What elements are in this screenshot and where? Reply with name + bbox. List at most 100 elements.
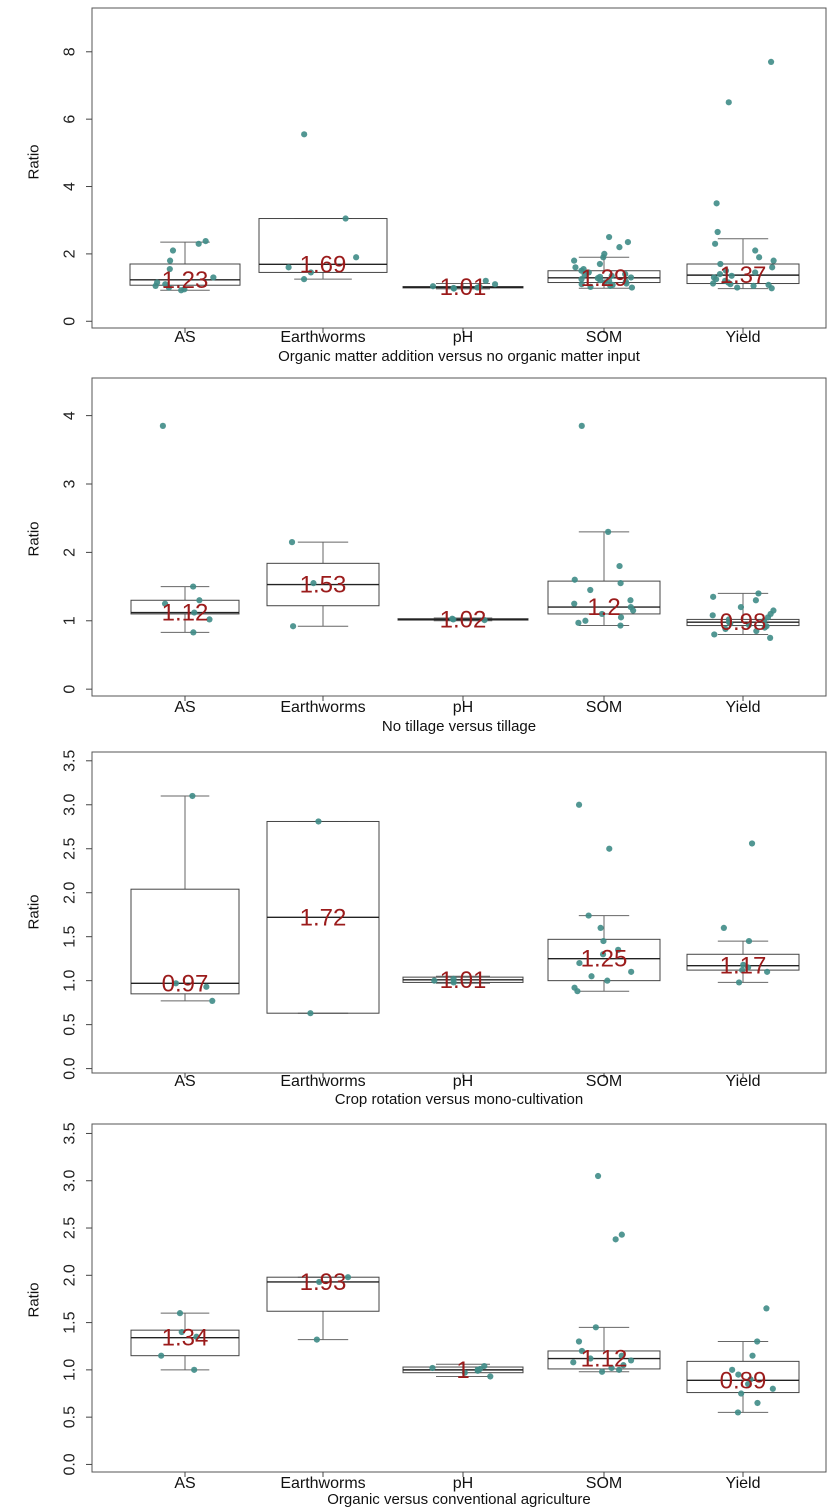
data-point bbox=[739, 967, 746, 974]
category-label: Yield bbox=[726, 1073, 761, 1090]
box-earthworms: 1.53 bbox=[266, 539, 380, 630]
data-point bbox=[315, 818, 322, 825]
data-point bbox=[476, 283, 483, 291]
data-point bbox=[596, 260, 604, 268]
data-point bbox=[748, 840, 756, 847]
data-point bbox=[710, 593, 717, 600]
category-label: pH bbox=[453, 699, 473, 716]
box-earthworms: 1.69 bbox=[258, 131, 388, 283]
data-point bbox=[571, 257, 578, 264]
data-point bbox=[429, 283, 437, 290]
data-point bbox=[734, 1409, 742, 1416]
y-axis-title: Ratio bbox=[26, 1282, 43, 1317]
data-point bbox=[765, 281, 772, 288]
box-yield: 1.37 bbox=[686, 58, 800, 292]
data-point bbox=[587, 586, 594, 594]
box-yield: 0.98 bbox=[686, 590, 800, 641]
data-point bbox=[763, 623, 770, 630]
data-point bbox=[722, 625, 729, 633]
data-point bbox=[627, 1357, 635, 1364]
x-axis-title: No tillage versus tillage bbox=[382, 718, 536, 735]
data-point bbox=[575, 1338, 583, 1345]
y-tick-label: 1.5 bbox=[62, 925, 79, 947]
y-axis-title: Ratio bbox=[26, 521, 43, 556]
data-point bbox=[769, 264, 776, 271]
data-point bbox=[612, 1236, 619, 1243]
data-point bbox=[756, 254, 763, 261]
data-point bbox=[572, 264, 579, 271]
data-point bbox=[745, 937, 753, 945]
data-point bbox=[202, 237, 209, 245]
data-point bbox=[154, 279, 161, 286]
data-point bbox=[617, 580, 624, 587]
panel-organic-agriculture: 0.0 0.5 1.0 1.5 2.0 2.5 3.0 3.5 Ratio AS Earthworm… bbox=[26, 1122, 827, 1508]
category-label: Earthworms bbox=[280, 699, 365, 716]
data-point bbox=[606, 277, 613, 284]
y-tick-label: 3.5 bbox=[62, 1122, 79, 1144]
data-point bbox=[158, 1352, 165, 1359]
data-point bbox=[601, 250, 608, 257]
iqr-box bbox=[266, 1276, 380, 1312]
data-point bbox=[578, 422, 585, 429]
data-point bbox=[735, 979, 743, 986]
iqr-box bbox=[130, 599, 240, 615]
iqr-box bbox=[130, 1329, 240, 1357]
data-point bbox=[711, 631, 718, 638]
y-tick-label: 3.0 bbox=[62, 1170, 79, 1192]
data-point bbox=[710, 274, 718, 281]
data-point bbox=[722, 267, 730, 274]
data-point bbox=[169, 247, 177, 254]
y-tick-label: 4 bbox=[62, 411, 79, 420]
data-point bbox=[195, 240, 202, 247]
median-value-label: 1.23 bbox=[162, 267, 209, 294]
data-point bbox=[587, 283, 594, 291]
data-point bbox=[307, 1010, 314, 1017]
data-point bbox=[206, 616, 213, 623]
data-point bbox=[481, 1362, 488, 1370]
category-label: Earthworms bbox=[280, 1475, 365, 1492]
iqr-box bbox=[258, 218, 388, 273]
data-point bbox=[737, 603, 745, 611]
data-point bbox=[353, 254, 360, 261]
y-tick-label: 0 bbox=[62, 685, 79, 694]
box-as: 1.12 bbox=[130, 422, 240, 636]
x-axis-title: Organic versus conventional agriculture bbox=[327, 1491, 590, 1508]
data-point bbox=[313, 1336, 320, 1343]
data-point bbox=[582, 617, 589, 624]
data-point bbox=[767, 634, 774, 641]
panel-no-tillage: 0 1 2 3 4 Ratio AS Earthworms pH SOM Yield No tilla… bbox=[26, 377, 827, 735]
category-label: SOM bbox=[586, 329, 622, 346]
box-ph: 1.01 bbox=[402, 967, 524, 994]
data-point bbox=[585, 269, 592, 276]
data-point bbox=[181, 286, 188, 293]
data-point bbox=[616, 562, 623, 570]
data-point bbox=[713, 200, 720, 207]
box-earthworms: 1.93 bbox=[266, 1269, 380, 1343]
data-point bbox=[618, 1352, 625, 1359]
x-axis-title: Crop rotation versus mono-cultivation bbox=[335, 1091, 583, 1108]
data-point bbox=[193, 1333, 200, 1340]
data-point bbox=[744, 1380, 752, 1388]
median-value-label: 1.29 bbox=[581, 265, 628, 292]
iqr-box bbox=[686, 263, 800, 285]
category-label: pH bbox=[453, 1475, 473, 1492]
data-point bbox=[716, 271, 724, 278]
box-som: 1.2 bbox=[547, 422, 661, 629]
data-point bbox=[735, 1371, 742, 1378]
data-point bbox=[316, 1278, 323, 1286]
data-point bbox=[763, 1305, 770, 1312]
data-point bbox=[745, 621, 753, 628]
data-point bbox=[575, 619, 582, 626]
data-point bbox=[618, 1231, 625, 1238]
box-som: 1.25 bbox=[547, 801, 661, 995]
iqr-box bbox=[129, 263, 241, 286]
data-point bbox=[754, 1338, 761, 1345]
y-tick-label: 3.0 bbox=[62, 794, 79, 816]
box-as: 1.34 bbox=[130, 1310, 240, 1373]
data-point bbox=[752, 269, 759, 276]
data-point bbox=[608, 1364, 615, 1372]
median-value-label: 0.89 bbox=[720, 1367, 767, 1394]
plot-frame bbox=[91, 7, 827, 329]
data-point bbox=[628, 284, 636, 291]
